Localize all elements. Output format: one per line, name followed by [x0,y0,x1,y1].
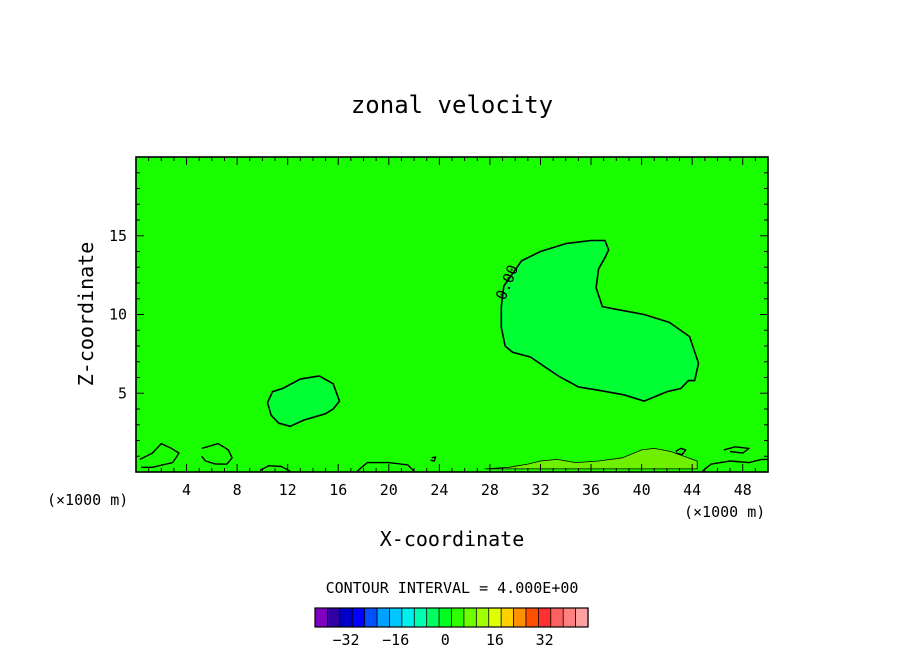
colorbar-swatch [339,607,353,628]
surface-contours [139,442,768,472]
contour-regions [266,239,700,470]
surface-island-8 [430,456,437,462]
colorbar-tick-label: 32 [536,631,554,649]
colorbar-swatch [351,607,366,628]
positive-region-lower [266,375,341,428]
x-tick-label: 36 [582,481,600,499]
colorbar-swatch [376,607,391,628]
colorbar-swatch [451,607,465,628]
colorbar-swatch [426,607,440,628]
x-tick-label: 16 [329,481,347,499]
x-tick-label: 4 [182,481,191,499]
y-tick-label: 5 [118,384,127,402]
x-unit-left: (×1000 m) [47,491,128,509]
colorbar-swatch [401,607,415,628]
colorbar: −32 −16 0 16 32 [314,607,589,649]
x-tick-label: 24 [430,481,448,499]
y-axis-label: Z-coordinate [74,242,98,387]
x-tick-label: 40 [633,481,651,499]
colorbar-swatch [438,607,453,628]
colorbar-tick-label: 16 [486,631,504,649]
colorbar-swatch [327,607,341,628]
colorbar-frame [314,607,589,628]
colorbar-tick-label: 0 [441,631,450,649]
x-tick-label: 32 [531,481,549,499]
surface-island-7 [723,446,750,454]
surface-island-6 [675,447,687,456]
colorbar-tick-label: −32 [332,631,359,649]
colorbar-swatch [562,607,577,628]
y-tick-label: 15 [109,227,127,245]
colorbar-swatch [389,607,403,628]
x-tick-label: 20 [380,481,398,499]
colorbar-swatch [500,607,515,628]
colorbar-swatch [413,607,428,628]
colorbar-swatch [314,607,329,628]
plot-background [136,157,768,472]
near-surface-band [484,447,698,470]
x-tick-label: 8 [233,481,242,499]
surface-island-2 [201,442,233,465]
surface-island-5 [701,458,768,472]
colorbar-swatch [488,607,502,628]
x-unit-right: (×1000 m) [684,503,765,521]
chart-title: zonal velocity [351,91,553,119]
colorbar-swatch [475,607,490,628]
colorbar-swatch [575,607,589,628]
y-tick-label: 10 [109,306,127,324]
colorbar-swatch [537,607,552,628]
colorbar-swatch [550,607,564,628]
colorbar-swatch [525,607,539,628]
contour-interval-text: CONTOUR INTERVAL = 4.000E+00 [326,579,579,597]
surface-island-1 [139,442,180,468]
surface-island-4 [356,461,415,472]
x-tick-label: 28 [481,481,499,499]
x-tick-label: 44 [683,481,701,499]
x-axis-label: X-coordinate [380,527,525,551]
colorbar-tick-label: −16 [382,631,409,649]
positive-region-upper [500,239,700,402]
x-tick-label: 12 [279,481,297,499]
x-tick-label: 48 [734,481,752,499]
colorbar-swatch [513,607,527,628]
colorbar-swatch [364,607,378,628]
colorbar-swatch [463,607,477,628]
surface-island-3 [259,465,291,472]
